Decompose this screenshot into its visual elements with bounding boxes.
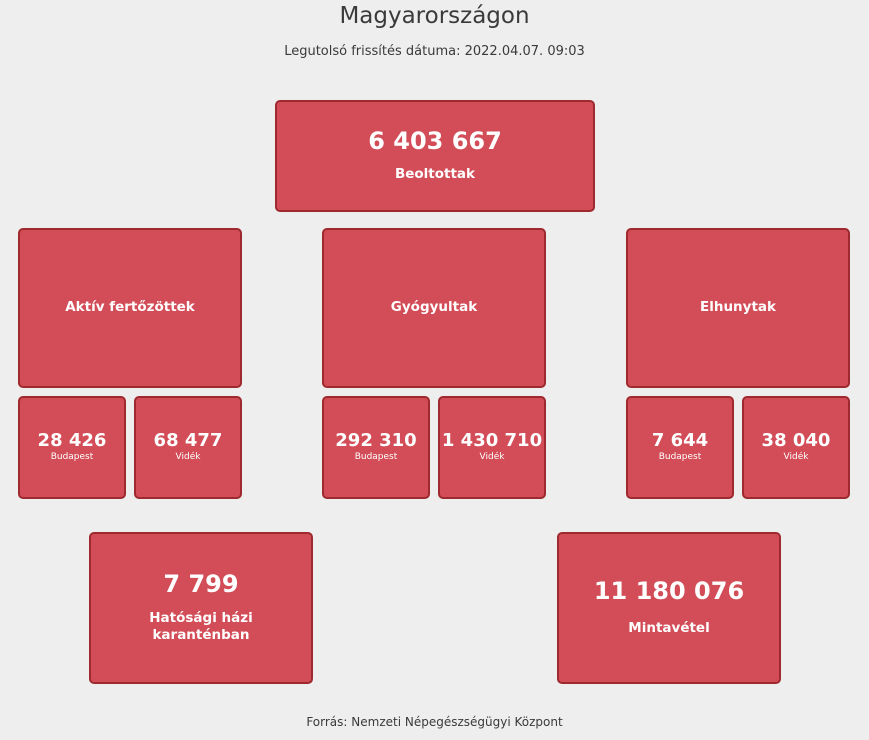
page-title: Magyarországon bbox=[339, 3, 530, 29]
active-videk-card: 68 477 Vidék bbox=[134, 396, 242, 499]
active-budapest-label: Budapest bbox=[50, 452, 94, 463]
deceased-videk-label: Vidék bbox=[783, 452, 809, 463]
quarantine-label-line1: Hatósági házi bbox=[149, 609, 253, 626]
deceased-budapest-card: 7 644 Budapest bbox=[626, 396, 734, 499]
recovered-videk-card: 1 430 710 Vidék bbox=[438, 396, 546, 499]
active-infected-card: Aktív fertőzöttek bbox=[18, 228, 242, 388]
recovered-label: Gyógyultak bbox=[390, 299, 478, 316]
active-infected-label: Aktív fertőzöttek bbox=[65, 299, 195, 316]
last-updated-text: Legutolsó frissítés dátuma: 2022.04.07. … bbox=[284, 44, 585, 59]
quarantine-card: 7 799 Hatósági házi karanténban bbox=[89, 532, 313, 684]
recovered-videk-value: 1 430 710 bbox=[441, 430, 543, 452]
recovered-videk-label: Vidék bbox=[479, 452, 505, 463]
active-videk-label: Vidék bbox=[175, 452, 201, 463]
quarantine-value: 7 799 bbox=[163, 570, 239, 599]
active-budapest-card: 28 426 Budapest bbox=[18, 396, 126, 499]
active-videk-value: 68 477 bbox=[153, 430, 223, 452]
vaccinated-value: 6 403 667 bbox=[368, 127, 502, 156]
recovered-card: Gyógyultak bbox=[322, 228, 546, 388]
source-footer: Forrás: Nemzeti Népegészségügyi Központ bbox=[306, 715, 563, 729]
quarantine-label-line2: karanténban bbox=[152, 627, 250, 644]
deceased-videk-card: 38 040 Vidék bbox=[742, 396, 850, 499]
active-budapest-value: 28 426 bbox=[37, 430, 107, 452]
samples-label: Mintavétel bbox=[628, 620, 710, 637]
deceased-videk-value: 38 040 bbox=[761, 430, 831, 452]
samples-card: 11 180 076 Mintavétel bbox=[557, 532, 781, 684]
deceased-label: Elhunytak bbox=[699, 299, 777, 316]
vaccinated-card: 6 403 667 Beoltottak bbox=[275, 100, 595, 212]
deceased-budapest-value: 7 644 bbox=[651, 430, 709, 452]
recovered-budapest-card: 292 310 Budapest bbox=[322, 396, 430, 499]
deceased-budapest-label: Budapest bbox=[658, 452, 702, 463]
recovered-budapest-value: 292 310 bbox=[335, 430, 417, 452]
vaccinated-label: Beoltottak bbox=[394, 166, 476, 183]
deceased-card: Elhunytak bbox=[626, 228, 850, 388]
samples-value: 11 180 076 bbox=[593, 577, 745, 606]
recovered-budapest-label: Budapest bbox=[354, 452, 398, 463]
